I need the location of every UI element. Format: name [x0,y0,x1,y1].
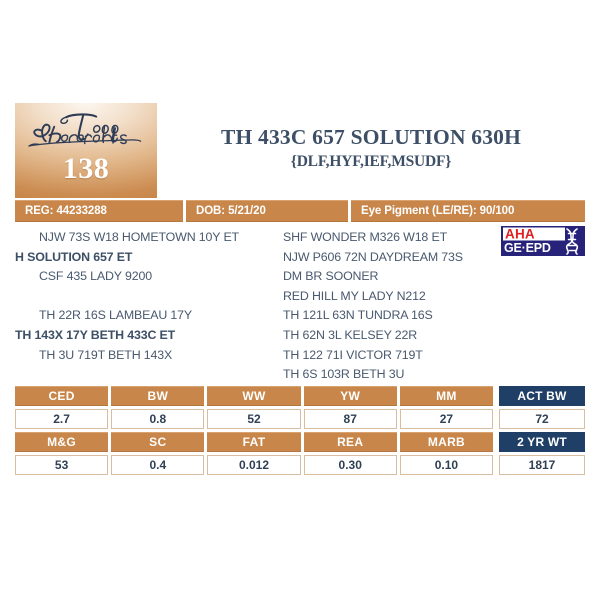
animal-name: TH 433C 657 SOLUTION 630H [220,125,522,150]
measurements-table: ACT BW 72 2 YR WT 1817 [499,386,585,478]
aha-ge-epd-logo-icon: AHA GE·EPD [501,226,585,256]
pedigree-spacer [15,287,283,307]
act-bw-value: 72 [499,409,585,429]
pedigree-line: NJW 73S W18 HOMETOWN 10Y ET [39,230,239,244]
brand-logo-box: 138 [15,103,157,198]
dam-name: TH 143X 17Y BETH 433C ET [15,327,176,342]
eye-pigment: Eye Pigment (LE/RE): 90/100 [351,200,585,222]
registration-number: REG: 44233288 [15,200,183,222]
epd-value-mg: 53 [15,455,109,475]
two-yr-wt-value: 1817 [499,455,585,475]
pedigree-line: CSF 435 LADY 9200 [39,269,152,284]
pedigree-column-left: NJW 73S W18 HOMETOWN 10Y ET H SOLUTION 6… [15,228,283,365]
epd-header-mm: MM [399,386,494,406]
sire-name: H SOLUTION 657 ET [15,249,133,264]
pedigree-line: TH 122 71I VICTOR 719T [283,347,423,362]
two-yr-wt-label: 2 YR WT [499,432,585,452]
date-of-birth: DOB: 5/21/20 [186,200,348,222]
epd-header-yw: YW [303,386,397,406]
pedigree-line: RED HILL MY LADY N212 [283,288,426,303]
epd-value-mm: 27 [399,409,494,429]
epd-header-sc: SC [111,432,205,452]
pedigree-line: TH 3U 719T BETH 143X [39,347,173,362]
pedigree-line: DM BR SOONER [283,269,379,284]
epd-header-row-1: CED BW WW YW MM [15,386,494,406]
pedigree-line: NJW P606 72N DAYDREAM 73S [283,249,463,264]
topp-herefords-script-logo [28,113,142,147]
epd-value-row-2: 53 0.4 0.012 0.30 0.10 [15,455,494,475]
epd-header-ww: WW [207,386,301,406]
pedigree-line: TH 22R 16S LAMBEAU 17Y [39,308,193,323]
pedigree-line: TH 6S 103R BETH 3U [283,367,405,382]
epd-value-ced: 2.7 [15,409,109,429]
epd-header-mg: M&G [15,432,109,452]
epd-value-yw: 87 [303,409,397,429]
epd-header-ced: CED [15,386,109,406]
epd-header-fat: FAT [207,432,301,452]
epd-header-bw: BW [111,386,205,406]
epd-value-bw: 0.8 [111,409,205,429]
pedigree-section: NJW 73S W18 HOMETOWN 10Y ET H SOLUTION 6… [15,222,585,384]
act-bw-label: ACT BW [499,386,585,406]
title-block: TH 433C 657 SOLUTION 630H {DLF,HYF,IEF,M… [157,103,585,198]
epd-value-row-1: 2.7 0.8 52 87 27 [15,409,494,429]
animal-traits: {DLF,HYF,IEF,MSUDF} [290,152,452,170]
epd-value-marb: 0.10 [399,455,494,475]
lot-card: 138 TH 433C 657 SOLUTION 630H {DLF,HYF,I… [15,103,585,483]
epd-value-sc: 0.4 [111,455,205,475]
aha-ge-epd-badge: AHA GE·EPD [501,226,585,256]
svg-text:AHA: AHA [505,227,535,242]
pedigree-line: SHF WONDER M326 W18 ET [283,230,447,244]
epd-table: CED BW WW YW MM 2.7 0.8 52 87 27 M&G SC … [15,386,494,478]
pedigree-line: TH 62N 3L KELSEY 22R [283,327,418,342]
svg-text:GE·EPD: GE·EPD [504,241,551,255]
epd-value-rea: 0.30 [303,455,397,475]
info-bar: REG: 44233288 DOB: 5/21/20 Eye Pigment (… [15,200,585,222]
epd-header-rea: REA [303,432,397,452]
lot-number: 138 [62,152,110,185]
pedigree-line: TH 121L 63N TUNDRA 16S [283,308,433,323]
epd-header-row-2: M&G SC FAT REA MARB [15,432,494,452]
card-header: 138 TH 433C 657 SOLUTION 630H {DLF,HYF,I… [15,103,585,198]
epd-section: CED BW WW YW MM 2.7 0.8 52 87 27 M&G SC … [15,386,585,478]
epd-value-fat: 0.012 [207,455,301,475]
epd-header-marb: MARB [399,432,494,452]
epd-value-ww: 52 [207,409,301,429]
pedigree-column-right: SHF WONDER M326 W18 ET NJW P606 72N DAYD… [283,228,498,385]
